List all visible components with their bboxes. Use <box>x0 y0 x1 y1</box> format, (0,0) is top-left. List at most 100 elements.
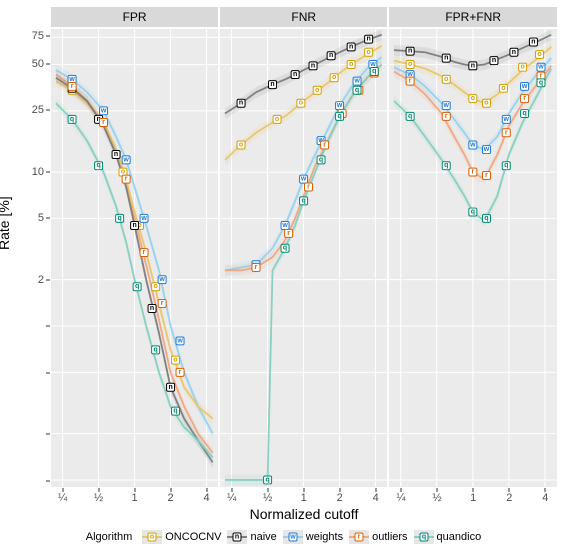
svg-text:n: n <box>132 222 136 229</box>
facet-panel: FPRoooooonnnnnnwwwwwwrrrrrrqqqqqq <box>50 6 219 488</box>
svg-text:q: q <box>539 79 543 86</box>
svg-text:q: q <box>408 113 412 120</box>
svg-text:q: q <box>266 476 270 483</box>
x-axis: ¼½124 <box>388 488 558 506</box>
svg-text:q: q <box>355 87 359 94</box>
y-tick-label: 75 <box>32 30 44 42</box>
x-tick-label: ½ <box>263 492 272 504</box>
svg-text:n: n <box>532 38 536 45</box>
svg-text:q: q <box>421 534 425 541</box>
x-axis-container: ¼½124¼½124¼½124 <box>50 488 558 506</box>
svg-text:w: w <box>176 337 183 344</box>
svg-text:w: w <box>122 156 129 163</box>
svg-text:o: o <box>315 87 319 94</box>
y-tick-label: 2 <box>38 274 44 286</box>
svg-text:o: o <box>367 49 371 56</box>
legend-swatch: o <box>142 530 162 544</box>
svg-text:o: o <box>239 141 243 148</box>
y-tick-label: 50 <box>32 58 44 70</box>
svg-text:q: q <box>70 116 74 123</box>
y-axis: 2510255075 <box>0 28 50 488</box>
legend-label: naive <box>250 531 276 543</box>
panel-area: FPRoooooonnnnnnwwwwwwrrrrrrqqqqqqFNRoooo… <box>50 6 558 488</box>
svg-text:w: w <box>483 146 490 153</box>
svg-text:w: w <box>140 215 147 222</box>
svg-text:q: q <box>523 110 527 117</box>
x-tick-label: ¼ <box>396 492 405 504</box>
svg-text:n: n <box>293 71 297 78</box>
svg-text:o: o <box>502 85 506 92</box>
svg-text:w: w <box>443 102 450 109</box>
svg-text:w: w <box>281 222 288 229</box>
plot-region: oooooonnnnnnwwwwwwrrrrrrqqqqqq <box>50 28 219 488</box>
legend-item: w weights <box>283 530 343 544</box>
svg-text:w: w <box>353 78 360 85</box>
svg-text:w: w <box>538 64 545 71</box>
svg-text:r: r <box>255 264 258 271</box>
legend-item: q quandico <box>414 530 482 544</box>
svg-text:n: n <box>239 100 243 107</box>
svg-text:q: q <box>485 215 489 222</box>
svg-text:n: n <box>444 55 448 62</box>
svg-text:w: w <box>369 61 376 68</box>
svg-text:w: w <box>289 534 296 541</box>
facet-strip: FPR+FNR <box>388 6 558 28</box>
x-tick-label: 2 <box>337 492 343 504</box>
svg-text:n: n <box>367 36 371 43</box>
x-tick-label: 2 <box>506 492 512 504</box>
legend-item: n naive <box>227 530 276 544</box>
svg-text:n: n <box>168 384 172 391</box>
svg-text:q: q <box>471 209 475 216</box>
svg-text:o: o <box>521 64 525 71</box>
plot-region: ooooooonnnnnnnwwwwwwwrrrrrrrqqqqqqq <box>219 28 388 488</box>
facet-strip: FNR <box>219 6 388 28</box>
facet-panel: FNRooooooonnnnnnnwwwwwwwrrrrrrrqqqqqqq <box>219 6 388 488</box>
legend: Algorithm o ONCOCNV n naive w weights <box>0 530 567 544</box>
svg-text:q: q <box>283 245 287 252</box>
svg-text:q: q <box>504 162 508 169</box>
svg-text:r: r <box>524 95 527 102</box>
x-tick-label: ¼ <box>227 492 236 504</box>
svg-text:w: w <box>158 276 165 283</box>
legend-item: o ONCOCNV <box>142 530 221 544</box>
svg-text:o: o <box>485 100 489 107</box>
svg-text:o: o <box>471 95 475 102</box>
y-tick-label: 5 <box>38 212 44 224</box>
legend-swatch: w <box>283 530 303 544</box>
svg-text:o: o <box>275 116 279 123</box>
svg-text:r: r <box>445 113 448 120</box>
legend-label: weights <box>306 531 343 543</box>
svg-text:o: o <box>538 51 542 58</box>
svg-text:n: n <box>471 62 475 69</box>
figure: Rate [%] 2510255075 FPRoooooonnnnnnwwwww… <box>0 0 567 555</box>
svg-text:r: r <box>179 369 182 376</box>
svg-text:o: o <box>153 283 157 290</box>
legend-swatch: n <box>227 530 247 544</box>
svg-text:q: q <box>96 162 100 169</box>
svg-text:o: o <box>299 100 303 107</box>
legend-item: r outliers <box>349 530 407 544</box>
svg-text:q: q <box>444 162 448 169</box>
svg-text:o: o <box>121 169 125 176</box>
x-tick-label: 2 <box>168 492 174 504</box>
svg-text:w: w <box>68 76 75 83</box>
legend-swatch: r <box>349 530 369 544</box>
svg-text:r: r <box>143 249 146 256</box>
svg-text:n: n <box>271 81 275 88</box>
svg-text:r: r <box>287 230 290 237</box>
plot-region: ooooooonnnnnnwwwwwwwrrrrrrrqqqqqqq <box>388 28 558 488</box>
svg-text:w: w <box>100 107 107 114</box>
svg-text:o: o <box>150 534 154 541</box>
x-axis-label: Normalized cutoff <box>50 506 558 522</box>
svg-text:r: r <box>71 83 74 90</box>
svg-text:o: o <box>408 61 412 68</box>
legend-label: outliers <box>372 531 407 543</box>
svg-text:n: n <box>329 52 333 59</box>
svg-text:o: o <box>332 74 336 81</box>
svg-text:r: r <box>409 78 412 85</box>
svg-text:r: r <box>472 169 475 176</box>
legend-label: ONCOCNV <box>165 531 221 543</box>
svg-text:o: o <box>349 61 353 68</box>
x-axis: ¼½124 <box>219 488 388 506</box>
svg-text:n: n <box>114 151 118 158</box>
